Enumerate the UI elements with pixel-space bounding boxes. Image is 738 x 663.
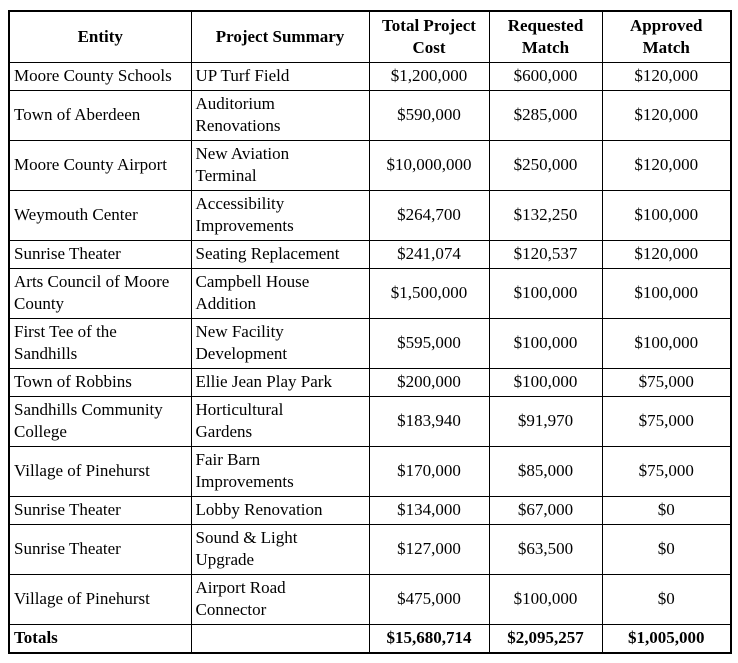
cell-approved-match: $100,000: [601, 190, 732, 241]
cell-entity: Village of Pinehurst: [8, 446, 192, 497]
cell-entity: Moore County Schools: [8, 62, 192, 91]
cell-entity: Sunrise Theater: [8, 240, 192, 269]
cell-approved-match: $75,000: [601, 396, 732, 447]
table-row: Sunrise Theater Lobby Renovation $134,00…: [8, 496, 732, 525]
cell-total-project-cost: $170,000: [368, 446, 490, 497]
totals-total-project-cost: $15,680,714: [368, 624, 490, 654]
cell-requested-match: $85,000: [488, 446, 603, 497]
cell-entity: Sunrise Theater: [8, 496, 192, 525]
cell-project-summary: Auditorium Renovations: [190, 90, 370, 141]
cell-approved-match: $100,000: [601, 268, 732, 319]
header-row: Entity Project Summary Total Project Cos…: [8, 10, 732, 63]
table-row: Town of Robbins Ellie Jean Play Park $20…: [8, 368, 732, 397]
cell-project-summary: Sound & Light Upgrade: [190, 524, 370, 575]
totals-row: Totals $15,680,714 $2,095,257 $1,005,000: [8, 624, 732, 654]
cell-requested-match: $100,000: [488, 368, 603, 397]
column-header-requested-match: Requested Match: [488, 10, 603, 63]
table-row: First Tee of the Sandhills New Facility …: [8, 318, 732, 369]
cell-requested-match: $100,000: [488, 268, 603, 319]
cell-project-summary: UP Turf Field: [190, 62, 370, 91]
table-body: Moore County Schools UP Turf Field $1,20…: [8, 62, 732, 625]
cell-approved-match: $0: [601, 574, 732, 625]
cell-project-summary: Seating Replacement: [190, 240, 370, 269]
cell-entity: Town of Robbins: [8, 368, 192, 397]
cell-total-project-cost: $595,000: [368, 318, 490, 369]
cell-approved-match: $0: [601, 496, 732, 525]
cell-approved-match: $75,000: [601, 446, 732, 497]
cell-approved-match: $75,000: [601, 368, 732, 397]
table-row: Village of Pinehurst Airport Road Connec…: [8, 574, 732, 625]
cell-approved-match: $120,000: [601, 90, 732, 141]
cell-total-project-cost: $127,000: [368, 524, 490, 575]
cell-entity: Sandhills Community College: [8, 396, 192, 447]
cell-requested-match: $132,250: [488, 190, 603, 241]
column-header-entity: Entity: [8, 10, 192, 63]
cell-total-project-cost: $1,500,000: [368, 268, 490, 319]
cell-total-project-cost: $134,000: [368, 496, 490, 525]
cell-total-project-cost: $590,000: [368, 90, 490, 141]
table-row: Weymouth Center Accessibility Improvemen…: [8, 190, 732, 241]
cell-requested-match: $250,000: [488, 140, 603, 191]
cell-total-project-cost: $183,940: [368, 396, 490, 447]
table-row: Sunrise Theater Seating Replacement $241…: [8, 240, 732, 269]
cell-project-summary: Accessibility Improvements: [190, 190, 370, 241]
cell-project-summary: Fair Barn Improvements: [190, 446, 370, 497]
cell-requested-match: $120,537: [488, 240, 603, 269]
table-row: Moore County Schools UP Turf Field $1,20…: [8, 62, 732, 91]
cell-entity: Sunrise Theater: [8, 524, 192, 575]
cell-requested-match: $285,000: [488, 90, 603, 141]
column-header-approved-match: Approved Match: [601, 10, 732, 63]
cell-project-summary: Campbell House Addition: [190, 268, 370, 319]
cell-total-project-cost: $10,000,000: [368, 140, 490, 191]
totals-approved-match: $1,005,000: [601, 624, 732, 654]
cell-approved-match: $0: [601, 524, 732, 575]
totals-summary-cell: [190, 624, 370, 654]
cell-project-summary: New Facility Development: [190, 318, 370, 369]
cell-approved-match: $100,000: [601, 318, 732, 369]
cell-entity: Arts Council of Moore County: [8, 268, 192, 319]
cell-requested-match: $100,000: [488, 318, 603, 369]
cell-project-summary: Airport Road Connector: [190, 574, 370, 625]
table-row: Arts Council of Moore County Campbell Ho…: [8, 268, 732, 319]
cell-total-project-cost: $1,200,000: [368, 62, 490, 91]
table-header: Entity Project Summary Total Project Cos…: [8, 10, 732, 63]
cell-entity: Moore County Airport: [8, 140, 192, 191]
cell-total-project-cost: $475,000: [368, 574, 490, 625]
cell-entity: Weymouth Center: [8, 190, 192, 241]
cell-project-summary: Lobby Renovation: [190, 496, 370, 525]
cell-approved-match: $120,000: [601, 240, 732, 269]
totals-requested-match: $2,095,257: [488, 624, 603, 654]
table-row: Village of Pinehurst Fair Barn Improveme…: [8, 446, 732, 497]
cell-requested-match: $67,000: [488, 496, 603, 525]
cell-requested-match: $600,000: [488, 62, 603, 91]
cell-total-project-cost: $241,074: [368, 240, 490, 269]
column-header-total-project-cost: Total Project Cost: [368, 10, 490, 63]
cell-entity: Village of Pinehurst: [8, 574, 192, 625]
table-row: Sandhills Community College Horticultura…: [8, 396, 732, 447]
cell-project-summary: Horticultural Gardens: [190, 396, 370, 447]
cell-entity: First Tee of the Sandhills: [8, 318, 192, 369]
cell-total-project-cost: $264,700: [368, 190, 490, 241]
grant-funding-table: Entity Project Summary Total Project Cos…: [8, 10, 732, 654]
totals-label: Totals: [8, 624, 192, 654]
column-header-project-summary: Project Summary: [190, 10, 370, 63]
table-row: Town of Aberdeen Auditorium Renovations …: [8, 90, 732, 141]
table-row: Sunrise Theater Sound & Light Upgrade $1…: [8, 524, 732, 575]
cell-requested-match: $63,500: [488, 524, 603, 575]
table-row: Moore County Airport New Aviation Termin…: [8, 140, 732, 191]
cell-approved-match: $120,000: [601, 140, 732, 191]
cell-approved-match: $120,000: [601, 62, 732, 91]
cell-entity: Town of Aberdeen: [8, 90, 192, 141]
cell-project-summary: Ellie Jean Play Park: [190, 368, 370, 397]
cell-total-project-cost: $200,000: [368, 368, 490, 397]
cell-project-summary: New Aviation Terminal: [190, 140, 370, 191]
cell-requested-match: $100,000: [488, 574, 603, 625]
cell-requested-match: $91,970: [488, 396, 603, 447]
table-footer: Totals $15,680,714 $2,095,257 $1,005,000: [8, 624, 732, 654]
